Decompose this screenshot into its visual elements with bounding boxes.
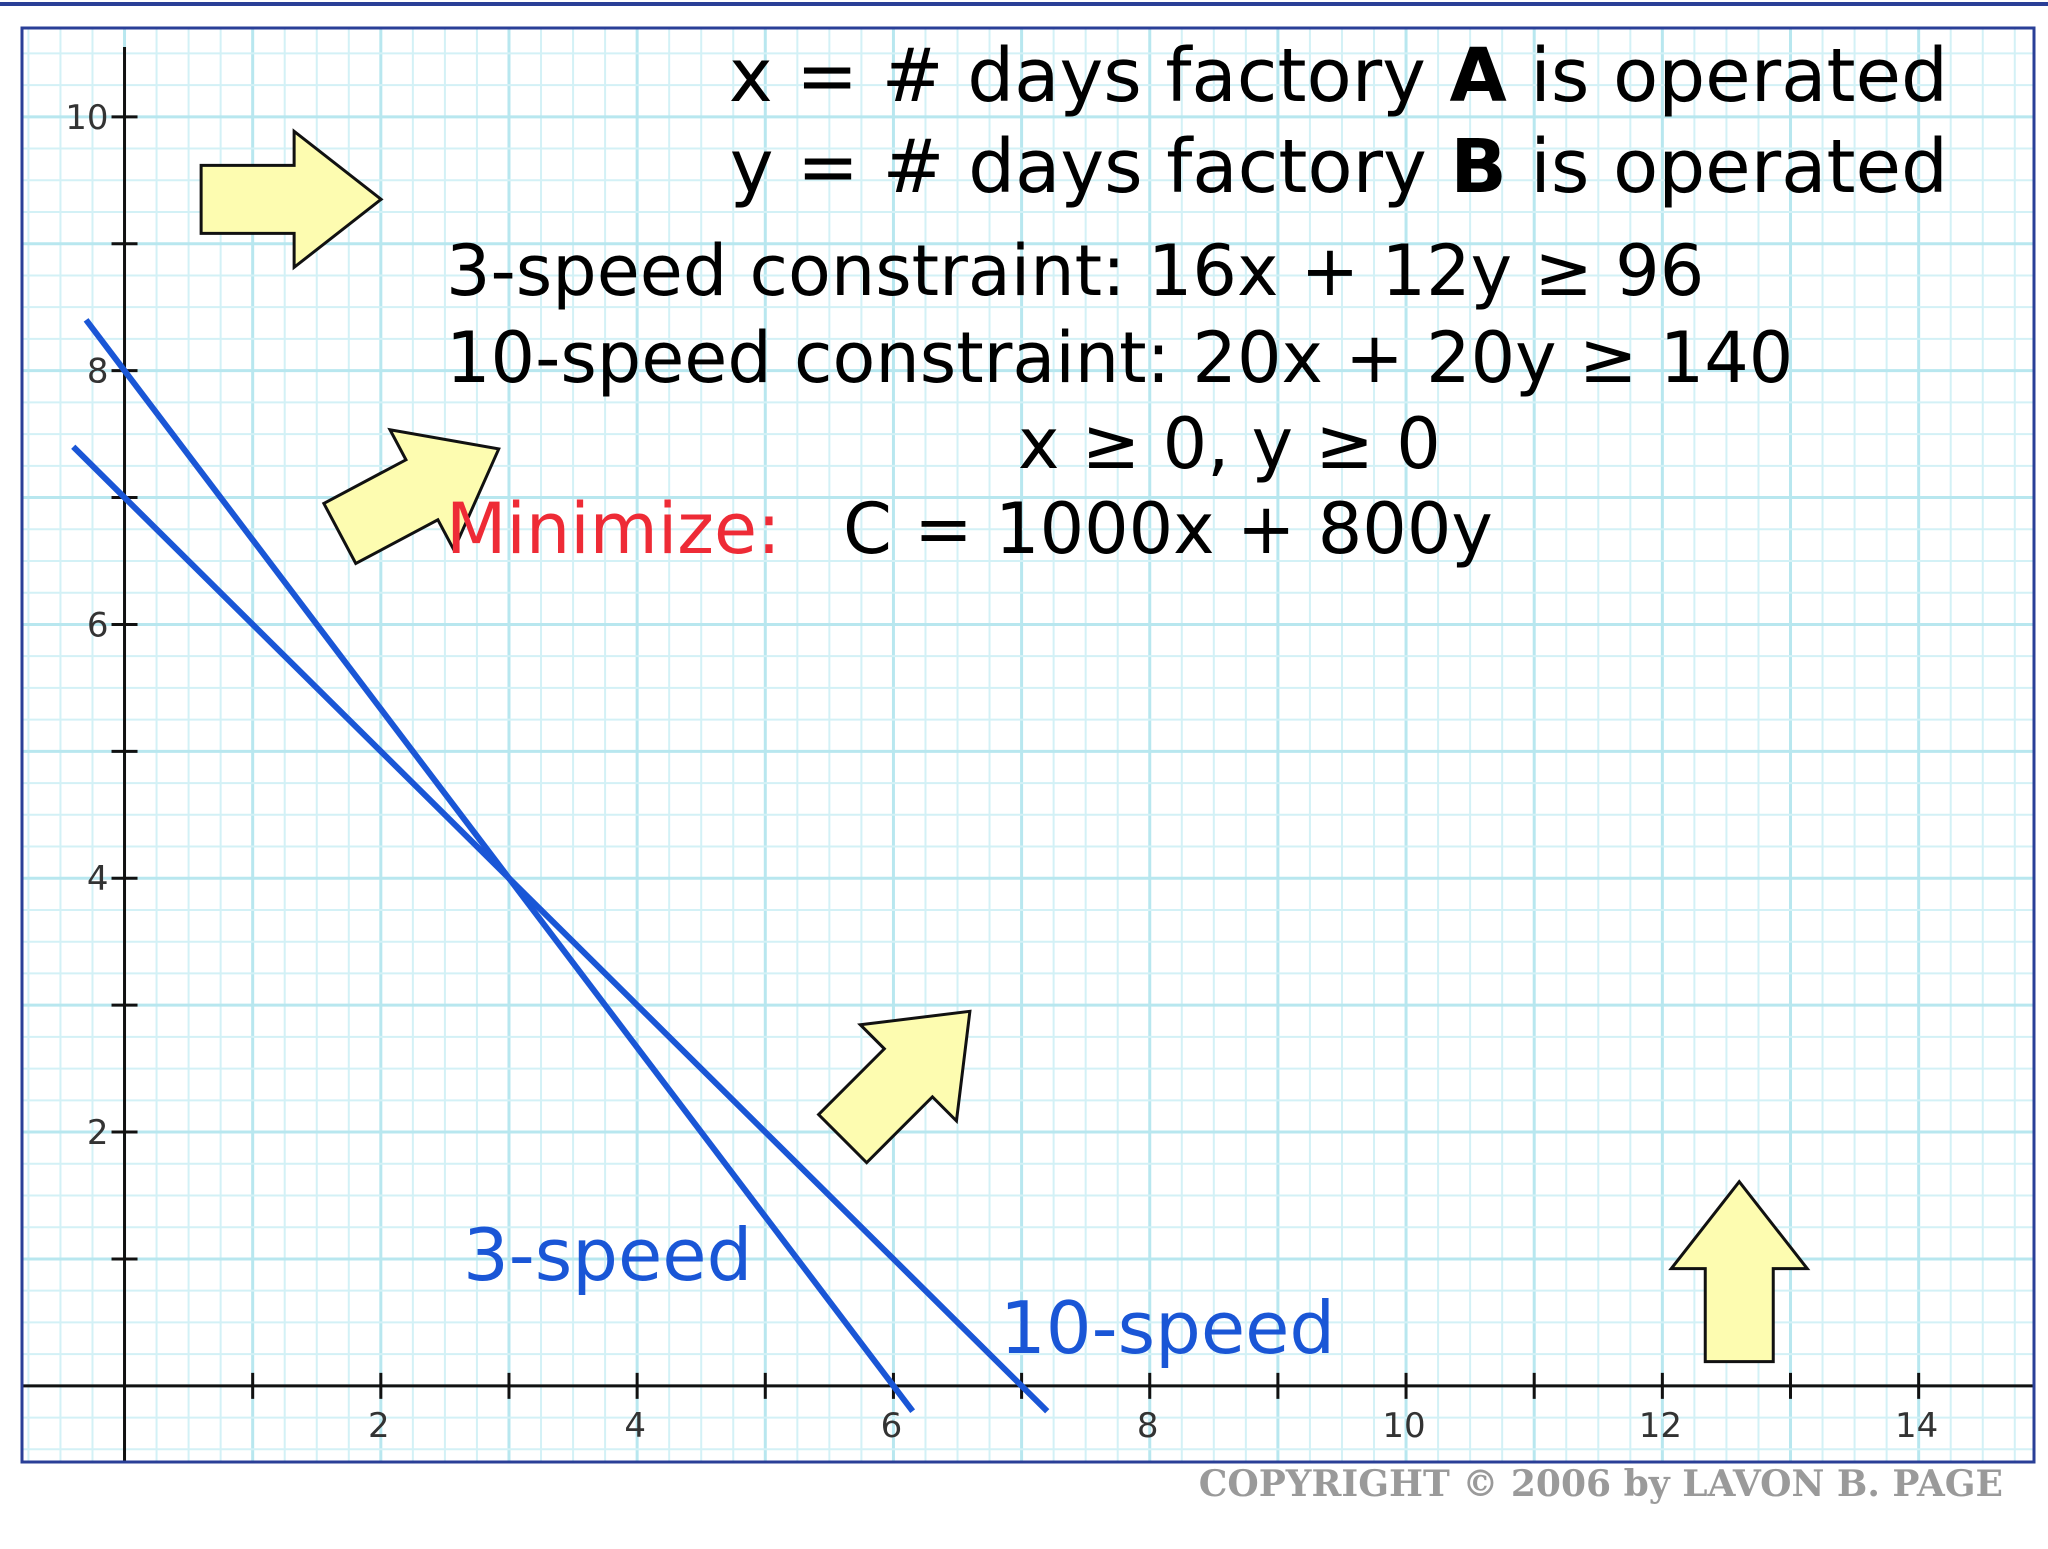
definition-x-pre: x = # days factory — [729, 33, 1450, 119]
region-arrows — [199, 128, 1811, 1364]
x-tick-label: 2 — [368, 1406, 390, 1446]
definition-x-post: is operated — [1507, 33, 1948, 119]
grid — [22, 28, 2034, 1462]
y-tick-label: 10 — [65, 98, 108, 138]
series-label-10speed: 10-speed — [1000, 1286, 1335, 1370]
series-label-3speed: 3-speed — [463, 1213, 752, 1297]
x-tick-label: 8 — [1137, 1406, 1159, 1446]
definition-y-post: is operated — [1507, 124, 1948, 210]
copyright-notice: COPYRIGHT © 2006 by LAVON B. PAGE — [1199, 1463, 2003, 1505]
definition-x: x = # days factory A is operated — [729, 33, 1948, 119]
factory-a-label: A — [1450, 33, 1507, 119]
y-tick-label: 6 — [87, 605, 109, 645]
constraint-line-10speed — [71, 444, 1050, 1414]
axes — [22, 47, 2034, 1462]
factory-b-label: B — [1450, 124, 1506, 210]
y-tick-label: 8 — [87, 352, 109, 392]
x-tick-label: 14 — [1895, 1406, 1938, 1446]
region-arrow — [199, 128, 384, 271]
constraint-10speed: 10-speed constraint: 20x + 20y ≥ 140 — [446, 317, 1793, 399]
tick-labels: 2 4 6 8 10 12 14 2 4 6 8 10 — [65, 98, 1938, 1446]
region-arrow — [816, 1009, 972, 1165]
y-tick-label: 4 — [87, 859, 109, 899]
x-tick-label: 4 — [624, 1406, 646, 1446]
series-lines — [71, 318, 1050, 1414]
definition-y: y = # days factory B is operated — [730, 124, 1948, 210]
constraint-3speed: 3-speed constraint: 16x + 12y ≥ 96 — [446, 230, 1704, 312]
objective-function: C = 1000x + 800y — [843, 488, 1493, 570]
minimize-label: Minimize: — [446, 488, 781, 570]
nonnegativity-constraint: x ≥ 0, y ≥ 0 — [1018, 403, 1441, 485]
plot-frame — [20, 26, 2036, 1464]
y-tick-label: 2 — [87, 1113, 109, 1153]
definition-y-pre: y = # days factory — [730, 124, 1451, 210]
plot-background — [22, 28, 2034, 1462]
region-arrow — [1668, 1179, 1811, 1364]
objective-line: Minimize: C = 1000x + 800y — [446, 488, 1493, 570]
x-tick-label: 6 — [881, 1406, 903, 1446]
x-tick-label: 10 — [1382, 1406, 1425, 1446]
region-arrow — [321, 427, 501, 566]
x-tick-label: 12 — [1639, 1406, 1682, 1446]
